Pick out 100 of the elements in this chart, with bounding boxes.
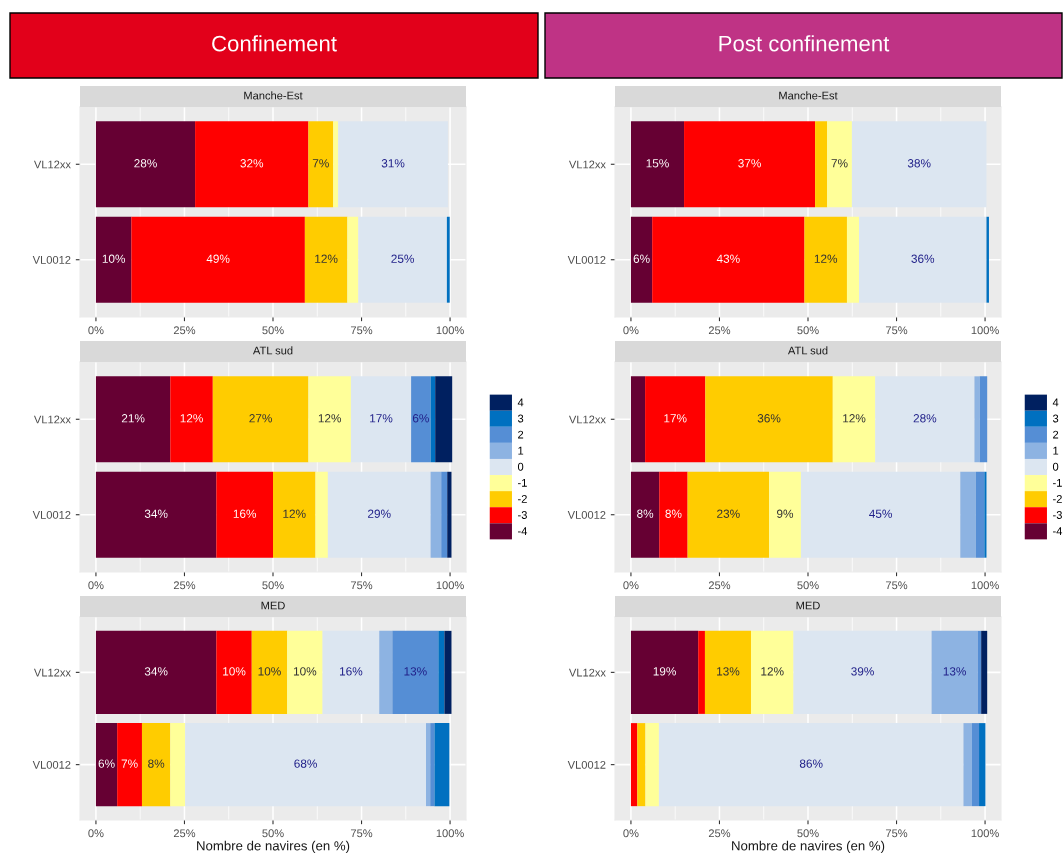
- data-label: 12%: [180, 414, 203, 423]
- bar: [815, 121, 828, 208]
- bar: [350, 376, 412, 463]
- legend-label: -1: [1053, 479, 1062, 487]
- data-label: 10%: [293, 667, 317, 676]
- bar: [832, 376, 876, 463]
- data-label: 16%: [233, 509, 257, 518]
- legend-label: 4: [1052, 398, 1059, 407]
- bar: [212, 376, 309, 463]
- x-tick-label: 0%: [88, 829, 104, 838]
- bar: [447, 471, 452, 558]
- bar: [95, 723, 118, 807]
- legend-label: 4: [517, 398, 524, 407]
- bar: [358, 216, 447, 303]
- y-tick-label: VL0012: [32, 255, 71, 264]
- legend-label: -4: [518, 527, 528, 535]
- data-label: 28%: [913, 414, 937, 423]
- chart-subtitle: ATL sud: [787, 346, 828, 355]
- data-label: 19%: [653, 667, 676, 676]
- x-tick-label: 75%: [350, 581, 373, 590]
- bar: [705, 376, 833, 463]
- bar: [684, 121, 816, 208]
- y-tick-label: VL0012: [32, 510, 71, 519]
- bar: [827, 121, 852, 208]
- data-label: 34%: [144, 667, 168, 676]
- legend-label: 0: [517, 462, 524, 471]
- bar: [185, 723, 426, 807]
- y-tick-label: VL0012: [567, 255, 606, 264]
- bar: [392, 630, 439, 714]
- bar: [438, 630, 445, 714]
- bar: [216, 471, 273, 558]
- x-tick-label: 100%: [436, 829, 464, 838]
- x-tick-label: 25%: [173, 581, 196, 590]
- x-tick-label: 25%: [173, 829, 196, 838]
- data-label: 7%: [831, 159, 848, 168]
- bar: [931, 630, 978, 714]
- data-label: 17%: [664, 414, 687, 423]
- bar: [430, 723, 435, 807]
- bar: [446, 216, 450, 303]
- bar: [800, 471, 961, 558]
- y-tick-label: VL12xx: [33, 668, 71, 677]
- bar: [851, 121, 987, 208]
- bar: [630, 630, 699, 714]
- x-tick-label: 50%: [797, 326, 819, 335]
- bar: [804, 216, 847, 303]
- bar: [304, 216, 348, 303]
- x-axis-title: Nombre de navires (en %): [732, 840, 885, 854]
- legend-label: -1: [518, 479, 527, 487]
- data-label: 10%: [223, 667, 246, 676]
- data-label: 25%: [391, 254, 415, 263]
- bar: [379, 630, 393, 714]
- bar: [652, 216, 805, 303]
- bar: [170, 723, 186, 807]
- data-label: 86%: [799, 759, 823, 768]
- data-label: 8%: [148, 759, 165, 768]
- x-tick-label: 75%: [350, 326, 373, 335]
- bar: [308, 121, 334, 208]
- data-label: 12%: [283, 509, 306, 518]
- data-label: 31%: [381, 159, 405, 168]
- data-label: 34%: [144, 509, 168, 518]
- data-label: 13%: [943, 667, 966, 676]
- legend-label: 1: [518, 446, 524, 455]
- legend-label: 0: [1052, 462, 1059, 471]
- bar: [637, 723, 646, 807]
- data-label: 27%: [249, 414, 272, 423]
- chart-subtitle: MED: [796, 601, 820, 610]
- chart-subtitle: ATL sud: [252, 346, 293, 355]
- data-label: 8%: [665, 509, 682, 518]
- bar: [434, 723, 450, 807]
- data-label: 43%: [716, 254, 740, 263]
- x-tick-label: 100%: [436, 581, 464, 590]
- bar: [216, 630, 252, 714]
- bar: [645, 723, 659, 807]
- bar: [425, 723, 431, 807]
- legend-label: 3: [1052, 414, 1059, 423]
- bar: [308, 376, 351, 463]
- data-label: 38%: [907, 159, 931, 168]
- bar: [117, 723, 142, 807]
- bar: [327, 471, 431, 558]
- chart-title: Post confinement: [719, 35, 890, 52]
- x-tick-label: 50%: [797, 829, 819, 838]
- bar: [287, 630, 323, 714]
- y-tick-label: VL12xx: [568, 668, 606, 677]
- x-tick-label: 100%: [971, 829, 999, 838]
- data-label: 36%: [911, 254, 935, 263]
- x-tick-label: 100%: [971, 581, 999, 590]
- x-tick-label: 0%: [623, 326, 639, 335]
- data-label: 10%: [258, 667, 281, 676]
- bar: [630, 471, 660, 558]
- y-tick-label: VL12xx: [568, 415, 606, 424]
- data-label: 23%: [717, 509, 740, 518]
- data-label: 32%: [240, 159, 264, 168]
- legend-label: -3: [518, 511, 527, 519]
- data-label: 39%: [851, 667, 874, 676]
- bar: [974, 376, 980, 463]
- legend-label: 1: [1053, 446, 1059, 455]
- data-label: 45%: [869, 509, 892, 518]
- legend-label: 3: [517, 414, 524, 423]
- data-label: 6%: [633, 254, 650, 263]
- bar: [630, 121, 685, 208]
